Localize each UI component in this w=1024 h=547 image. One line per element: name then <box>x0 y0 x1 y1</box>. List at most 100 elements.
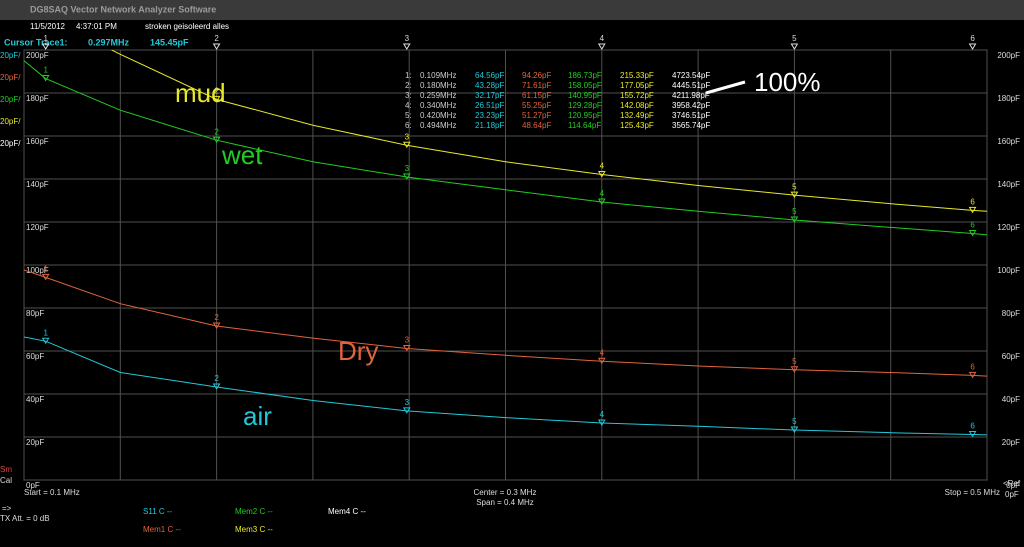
marker-table-cell: 155.72pF <box>620 91 654 100</box>
marker-table-cell: 3: <box>405 91 412 100</box>
trace-legend: Mem2 C -- <box>235 507 273 516</box>
marker-number: 2 <box>214 86 219 95</box>
marker-table-cell: 158.05pF <box>568 81 602 90</box>
marker-table-cell: 0.109MHz <box>420 71 456 80</box>
y-tick-label-right: 40pF <box>1002 395 1020 404</box>
marker-table-cell: 177.05pF <box>620 81 654 90</box>
y-tick-label: 60pF <box>26 352 44 361</box>
y-tick-label: 20pF <box>26 438 44 447</box>
marker-number: 4 <box>600 410 605 419</box>
marker-table-cell: 125.43pF <box>620 121 654 130</box>
marker-table-cell: 4211.98pF <box>672 91 710 100</box>
cursor-label: Cursor Trace1: <box>4 37 68 47</box>
top-marker <box>968 43 977 50</box>
y-tick-label-right: 0pF <box>1006 481 1020 490</box>
top-marker-number: 4 <box>600 34 605 43</box>
y-tick-label: 80pF <box>26 309 44 318</box>
trace-legend: Mem4 C -- <box>328 507 366 516</box>
marker-table-cell: 61.15pF <box>522 91 551 100</box>
marker-table-cell: 140.95pF <box>568 91 602 100</box>
top-marker <box>790 43 799 50</box>
y-tick-label: 100pF <box>26 266 49 275</box>
y-tick-label-right: 200pF <box>997 51 1020 60</box>
marker-number: 5 <box>792 207 797 216</box>
marker-number: 3 <box>405 164 410 173</box>
y-tick-label-right: 60pF <box>1002 352 1020 361</box>
marker-number: 1 <box>43 264 48 273</box>
y-tick-label: 0pF <box>26 481 40 490</box>
marker <box>597 198 606 206</box>
marker <box>402 173 411 180</box>
marker <box>790 366 799 373</box>
marker-table-cell: 4: <box>405 101 412 110</box>
marker-table-cell: 51.27pF <box>522 111 551 120</box>
marker <box>790 426 799 434</box>
top-marker-number: 6 <box>970 34 975 43</box>
y-tick-label-right: 160pF <box>997 137 1020 146</box>
marker <box>968 371 977 379</box>
marker-table-cell: 4445.51pF <box>672 81 710 90</box>
y-tick-label-right: 140pF <box>997 180 1020 189</box>
marker-table-cell: 114.64pF <box>568 121 601 130</box>
marker-table-cell: 55.25pF <box>522 101 551 110</box>
scale-label: 20pF/ <box>0 139 21 148</box>
marker-number: 2 <box>214 313 219 322</box>
marker-number: 5 <box>792 417 797 426</box>
marker-table-cell: 21.18pF <box>475 121 504 130</box>
trace <box>24 336 987 436</box>
marker-table-cell: 32.17pF <box>475 91 504 100</box>
cursor-value: 145.45pF <box>150 37 189 47</box>
status-tx: TX Att. = 0 dB <box>0 514 50 523</box>
marker <box>597 357 606 365</box>
y-tick-label: 140pF <box>26 180 49 189</box>
top-marker-number: 3 <box>405 34 410 43</box>
y-tick-label-right: 20pF <box>1002 438 1020 447</box>
marker-table-cell: 0.180MHz <box>420 81 456 90</box>
marker-number: 4 <box>600 348 605 357</box>
y-tick-label: 160pF <box>26 137 49 146</box>
scale-label: 20pF/ <box>0 73 21 82</box>
marker-table-cell: 0.259MHz <box>420 91 456 100</box>
marker-table-cell: 5: <box>405 111 412 120</box>
trace-label: air <box>243 401 272 431</box>
scale-label: 20pF/ <box>0 51 21 60</box>
marker-table-cell: 120.95pF <box>568 111 602 120</box>
marker <box>212 136 221 144</box>
marker <box>790 216 799 223</box>
marker <box>41 75 50 82</box>
title-bar <box>0 0 1024 20</box>
start-label: Start = 0.1 MHz <box>24 488 80 497</box>
marker-table-cell: 3958.42pF <box>672 101 710 110</box>
trace-legend: S11 C -- <box>143 507 173 516</box>
marker <box>212 383 221 390</box>
marker-table-cell: 1: <box>405 71 412 80</box>
marker <box>402 141 411 149</box>
marker-table-cell: 71.61pF <box>522 81 551 90</box>
span-label: Span = 0.4 MHz <box>476 498 534 507</box>
date: 11/5/2012 <box>30 22 66 31</box>
trace <box>24 269 987 377</box>
y-tick-label-right: 100pF <box>997 266 1020 275</box>
scale-label: 20pF/ <box>0 117 21 126</box>
marker <box>790 191 799 199</box>
status-arrow: => <box>2 504 12 513</box>
marker-number: 3 <box>405 336 410 345</box>
marker-table-cell: 0.340MHz <box>420 101 456 110</box>
top-marker-number: 5 <box>792 34 797 43</box>
y-tick-label: 40pF <box>26 395 44 404</box>
ref-label: 0pF <box>1005 490 1019 499</box>
marker-number: 6 <box>970 422 975 431</box>
marker-number: 5 <box>792 182 797 191</box>
ref-label: <Ref <box>1003 479 1021 488</box>
marker-table-cell: 142.08pF <box>620 101 654 110</box>
marker-number: 6 <box>970 197 975 206</box>
y-tick-label-right: 180pF <box>997 94 1020 103</box>
time: 4:37:01 PM <box>76 22 117 31</box>
marker <box>597 419 606 426</box>
marker-table-cell: 2: <box>405 81 412 90</box>
status-sm: Sm <box>0 465 12 474</box>
marker-number: 3 <box>405 132 410 141</box>
trace-legend: Mem3 C -- <box>235 525 273 534</box>
marker <box>968 230 977 237</box>
